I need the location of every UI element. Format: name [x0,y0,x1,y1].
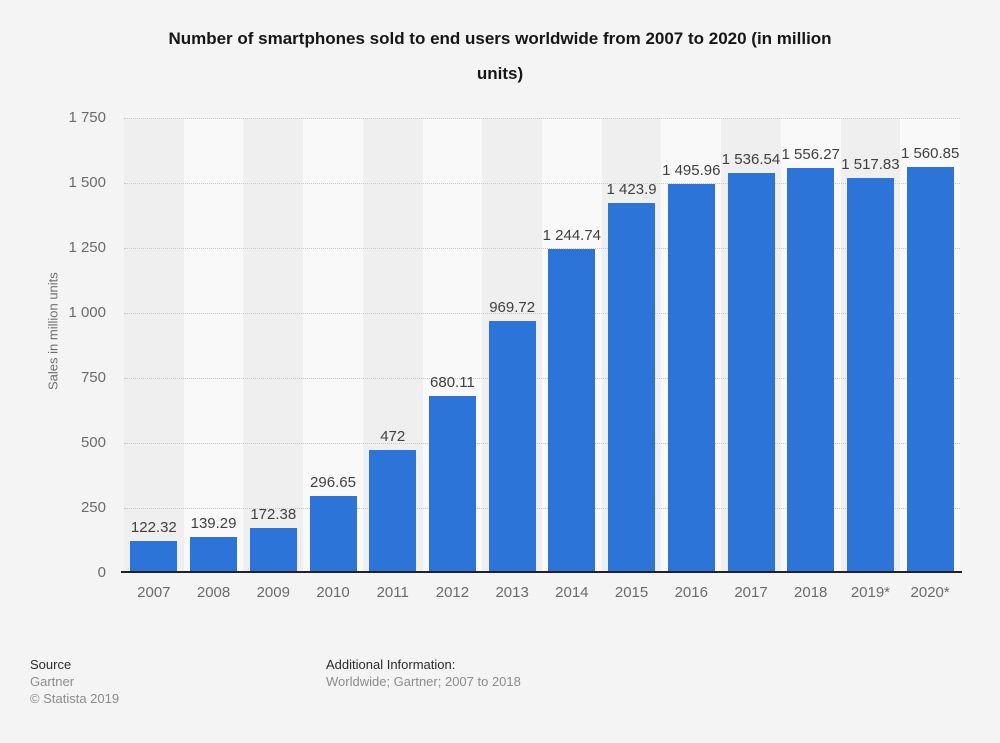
bar-value-label-2008: 139.29 [190,514,237,532]
y-tick-label-1250: 1 250 [68,239,106,256]
gridline-750 [124,378,960,379]
bar-value-label-2007: 122.32 [130,519,177,537]
bar-value-label-2013: 969.72 [489,298,536,316]
bar-2010[interactable] [309,495,357,573]
bar-2019[interactable] [846,178,894,573]
bar-2009[interactable] [249,528,297,573]
chart-title: Number of smartphones sold to end users … [80,21,920,91]
copyright-notice: © Statista 2019 [30,691,120,706]
bar-2017[interactable] [727,173,775,573]
gridline-1000 [124,313,960,314]
x-axis-label-2016: 2016 [674,584,708,601]
x-axis-label-2013: 2013 [495,584,529,601]
x-axis-label-2019: 2019* [850,584,891,601]
gridline-1250 [124,248,960,249]
x-axis-label-2011: 2011 [376,584,409,601]
x-axis-label-2010: 2010 [316,584,350,601]
gridline-1750 [124,118,960,119]
bar-value-label-2016: 1 495.96 [662,162,721,180]
y-tick-label-1000: 1 000 [68,304,106,321]
bar-2011[interactable] [369,450,417,573]
bar-value-label-2019: 1 517.83 [841,156,900,174]
column-stripe-2009 [243,118,304,573]
y-tick-label-0: 0 [97,564,106,581]
bar-value-label-2017: 1 536.54 [721,151,781,169]
gridline-250 [124,508,960,509]
bar-value-label-2018: 1 556.27 [781,146,840,164]
bar-2007[interactable] [130,541,178,573]
additional-information-label: Additional Information: [326,657,456,672]
bar-value-label-2012: 680.11 [430,374,475,392]
bar-value-label-2009: 172.38 [250,506,297,524]
y-tick-label-250: 250 [80,499,106,516]
x-axis-label-2009: 2009 [256,584,290,601]
bar-2020[interactable] [906,167,954,573]
chart-title-line-1: Number of smartphones sold to end users … [168,29,832,48]
bar-2015[interactable] [608,202,656,573]
bar-value-label-2014: 1 244.74 [542,227,602,245]
x-axis-line [121,571,962,573]
bar-value-label-2015: 1 423.9 [606,180,657,198]
bar-value-label-2020: 1 560.85 [900,145,960,163]
bar-2014[interactable] [548,249,596,573]
x-axis-label-2007: 2007 [137,584,171,601]
x-axis-label-2014: 2014 [555,584,589,601]
x-axis-label-2020: 2020* [910,584,950,601]
bar-2012[interactable] [428,396,476,573]
y-tick-label-1500: 1 500 [68,174,106,191]
x-axis-label-2008: 2008 [196,584,231,601]
additional-information-text: Worldwide; Gartner; 2007 to 2018 [326,674,521,689]
source-name: Gartner [30,674,75,689]
y-tick-label-500: 500 [80,434,106,451]
column-stripe-2007 [124,118,184,573]
x-axis-label-2018: 2018 [794,584,828,601]
bar-2018[interactable] [787,168,835,573]
y-tick-label-1750: 1 750 [68,109,106,126]
bar-2016[interactable] [667,184,715,573]
source-label: Source [30,657,72,672]
gridline-1500 [124,183,960,184]
column-stripe-2008 [183,118,244,573]
bar-2013[interactable] [488,320,536,573]
x-axis-label-2017: 2017 [734,584,768,601]
gridline-500 [124,443,960,444]
bar-2008[interactable] [190,536,238,573]
x-axis-label-2012: 2012 [435,584,470,601]
x-axis-label-2015: 2015 [614,584,649,601]
chart-title-line-2: units) [476,64,524,83]
y-tick-label-750: 750 [80,369,106,386]
bar-value-label-2010: 296.65 [310,473,356,491]
bar-value-label-2011: 472 [380,428,406,446]
